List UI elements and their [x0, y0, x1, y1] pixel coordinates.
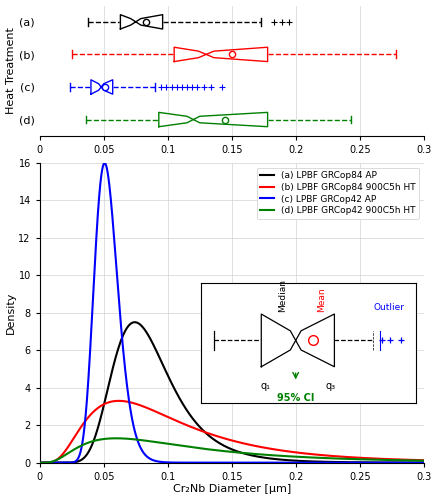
Y-axis label: Density: Density [6, 292, 16, 334]
X-axis label: Cr₂Nb Diameter [μm]: Cr₂Nb Diameter [μm] [173, 484, 291, 494]
Polygon shape [121, 14, 163, 29]
Polygon shape [159, 112, 267, 126]
Y-axis label: Heat Treatment: Heat Treatment [6, 28, 16, 114]
Polygon shape [91, 80, 113, 94]
Polygon shape [174, 47, 267, 62]
Legend: (a) LPBF GRCop84 AP, (b) LPBF GRCop84 900C5h HT, (c) LPBF GRCop42 AP, (d) LPBF G: (a) LPBF GRCop84 AP, (b) LPBF GRCop84 90… [257, 168, 420, 219]
